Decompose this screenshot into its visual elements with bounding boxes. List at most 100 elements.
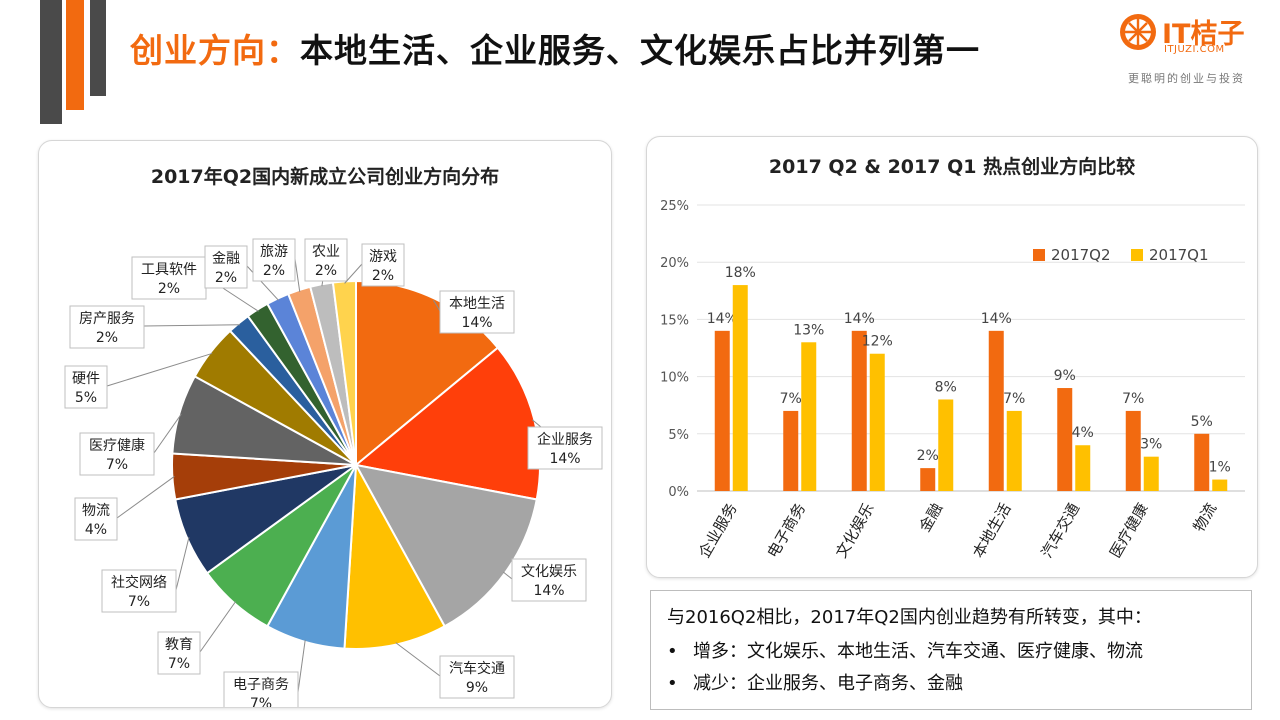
pie-label-value: 9% — [466, 680, 488, 696]
pie-leader-line — [143, 324, 240, 327]
pie-leader-line — [116, 476, 175, 519]
pie-label-value: 7% — [250, 696, 272, 707]
bar-legend: 2017Q2 2017Q1 — [1033, 246, 1209, 264]
bar-x-tick-label: 本地生活 — [969, 500, 1015, 561]
pie-label-value: 7% — [168, 656, 190, 672]
page-title-prefix: 创业方向： — [130, 31, 300, 70]
bar-y-tick-label: 5% — [668, 428, 689, 443]
pie-label-value: 2% — [315, 263, 337, 279]
pie-label-box — [439, 290, 515, 334]
bar-data-label: 7% — [780, 391, 802, 407]
pie-label-value: 7% — [106, 457, 128, 473]
pie-label-category: 农业 — [312, 244, 340, 260]
pie-label-category: 教育 — [165, 637, 193, 653]
bullet-marker: • — [667, 673, 678, 694]
bar-x-tick-label: 汽车交通 — [1038, 500, 1084, 561]
bar-2017q1 — [938, 399, 954, 491]
bar-x-tick-label: 金融 — [916, 500, 947, 535]
bar-data-label: 7% — [1122, 391, 1144, 407]
legend-swatch — [1131, 249, 1143, 261]
bar-chart-panel: 2017 Q2 & 2017 Q1 热点创业方向比较 0% 5% 10% 15% 20%… — [646, 136, 1258, 578]
bar-chart-title: 2017 Q2 & 2017 Q1 热点创业方向比较 — [769, 155, 1135, 178]
pie-label-box — [64, 365, 108, 409]
pie-leader-line — [199, 601, 237, 653]
pie-label-category: 汽车交通 — [449, 660, 505, 677]
pie-label-category: 旅游 — [260, 244, 288, 260]
pie-leader-line — [294, 258, 301, 292]
bar-data-label: 3% — [1140, 437, 1162, 453]
bar-data-label: 14% — [844, 311, 875, 327]
bar-2017q1 — [732, 285, 748, 491]
pie-label-value: 14% — [461, 315, 492, 331]
bar-data-label: 13% — [793, 322, 824, 338]
logo-name: IT桔子 — [1162, 19, 1245, 50]
bar-x-tick-label: 文化娱乐 — [832, 500, 878, 561]
pie-label-category: 企业服务 — [537, 431, 593, 448]
bar-x-tick-label: 物流 — [1190, 500, 1221, 535]
pie-leader-line — [433, 300, 441, 312]
pie-label-category: 文化娱乐 — [521, 564, 577, 580]
pie-leader-line — [502, 571, 513, 580]
summary-bullet-text: 增多：文化娱乐、本地生活、汽车交通、医疗健康、物流 — [693, 641, 1143, 662]
bullet-marker: • — [667, 641, 678, 662]
pie-label-category: 本地生活 — [449, 296, 505, 312]
legend-label: 2017Q1 — [1149, 246, 1209, 264]
pie-label-value: 5% — [75, 390, 97, 406]
pie-label-category: 社交网络 — [111, 574, 167, 591]
bar-data-label: 5% — [1191, 414, 1213, 430]
pie-label-value: 7% — [128, 594, 150, 610]
page-title: 创业方向：本地生活、企业服务、文化娱乐占比并列第一 — [130, 24, 980, 72]
pie-label-value: 2% — [158, 281, 180, 297]
summary-bullet-text: 减少：企业服务、电子商务、金融 — [693, 673, 963, 694]
bar-data-label: 9% — [1054, 368, 1076, 384]
pie-label-category: 硬件 — [72, 371, 100, 387]
pie-label-box — [204, 245, 248, 289]
summary-bullet-decrease: • 减少：企业服务、电子商务、金融 — [667, 669, 963, 695]
pie-label-value: 2% — [263, 263, 285, 279]
bar-series: 14% 18% 企业服务 7% 13% 电子商务 14% 12% 文化娱乐 2% 8% 金融 14% 7%… — [695, 265, 1231, 561]
bar-data-label: 1% — [1209, 460, 1231, 476]
pie-slices — [171, 279, 541, 650]
summary-bullet-increase: • 增多：文化娱乐、本地生活、汽车交通、医疗健康、物流 — [667, 637, 1143, 663]
pie-label-box — [511, 558, 587, 602]
pie-label-box — [361, 243, 405, 287]
bar-2017q2 — [988, 330, 1004, 491]
pie-label-category: 房产服务 — [79, 311, 135, 327]
bar-x-tick-label: 医疗健康 — [1106, 500, 1152, 561]
decor-bar-gray-2 — [90, 0, 106, 96]
brand-logo: IT桔子 ITJUZI.COM 更聪明的创业与投资 — [1118, 8, 1258, 88]
pie-chart-title: 2017年Q2国内新成立公司创业方向分布 — [151, 165, 499, 188]
logo-slogan: 更聪明的创业与投资 — [1128, 72, 1245, 85]
bar-2017q2 — [920, 468, 936, 491]
bar-2017q2 — [1194, 433, 1210, 491]
legend-label: 2017Q2 — [1051, 246, 1111, 264]
pie-label-box — [527, 426, 603, 470]
bar-y-tick-label: 20% — [660, 256, 689, 271]
bar-2017q1 — [1006, 410, 1022, 491]
pie-leader-line — [106, 352, 213, 387]
pie-slice — [353, 346, 541, 501]
bar-data-label: 14% — [981, 311, 1012, 327]
bar-x-tick-label: 电子商务 — [764, 500, 810, 561]
pie-label-category: 医疗健康 — [89, 437, 145, 454]
bar-data-label: 2% — [917, 448, 939, 464]
pie-leader-line — [175, 537, 190, 591]
pie-label-value: 4% — [85, 522, 107, 538]
bar-data-label: 4% — [1072, 425, 1094, 441]
bar-data-label: 8% — [935, 379, 957, 395]
pie-label-category: 游戏 — [369, 249, 397, 265]
legend-swatch — [1033, 249, 1045, 261]
bar-data-label: 14% — [707, 311, 738, 327]
pie-label-box — [304, 238, 348, 282]
pie-label-category: 电子商务 — [233, 677, 289, 693]
pie-chart: 2017年Q2国内新成立公司创业方向分布 本地生活 14% 企业服务 14% 文化娱乐 1… — [64, 165, 603, 715]
bar-2017q2 — [1125, 410, 1141, 491]
pie-label-category: 物流 — [82, 503, 110, 519]
bar-2017q1 — [1212, 479, 1228, 491]
bar-y-tick-label: 0% — [668, 485, 689, 500]
bar-2017q2 — [1057, 388, 1073, 491]
pie-leader-line — [153, 413, 182, 454]
pie-label-category: 金融 — [212, 251, 240, 267]
bar-chart: 2017 Q2 & 2017 Q1 热点创业方向比较 0% 5% 10% 15% 20%… — [660, 155, 1245, 561]
pie-leader-line — [246, 265, 279, 301]
